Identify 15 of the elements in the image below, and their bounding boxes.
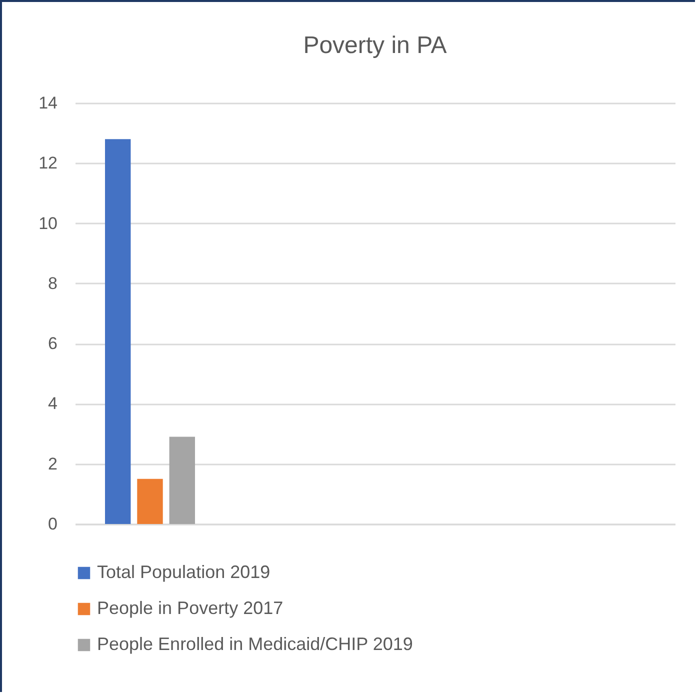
legend-label: Total Population 2019 xyxy=(97,562,270,582)
y-tick-label: 14 xyxy=(38,94,58,112)
y-tick-label: 4 xyxy=(48,394,58,414)
y-tick-label: 10 xyxy=(38,214,58,233)
y-tick-label: 8 xyxy=(48,274,58,293)
y-tick-label: 6 xyxy=(48,334,58,354)
y-tick-label: 12 xyxy=(38,154,58,173)
chart-title: Poverty in PA xyxy=(303,32,447,59)
bar xyxy=(169,436,195,524)
bar xyxy=(137,478,163,524)
y-tick-label: 0 xyxy=(48,514,58,534)
legend-label: People Enrolled in Medicaid/CHIP 2019 xyxy=(97,634,413,654)
y-tick-label: 2 xyxy=(48,454,58,474)
legend-label: People in Poverty 2017 xyxy=(97,598,284,618)
bar xyxy=(105,139,131,524)
